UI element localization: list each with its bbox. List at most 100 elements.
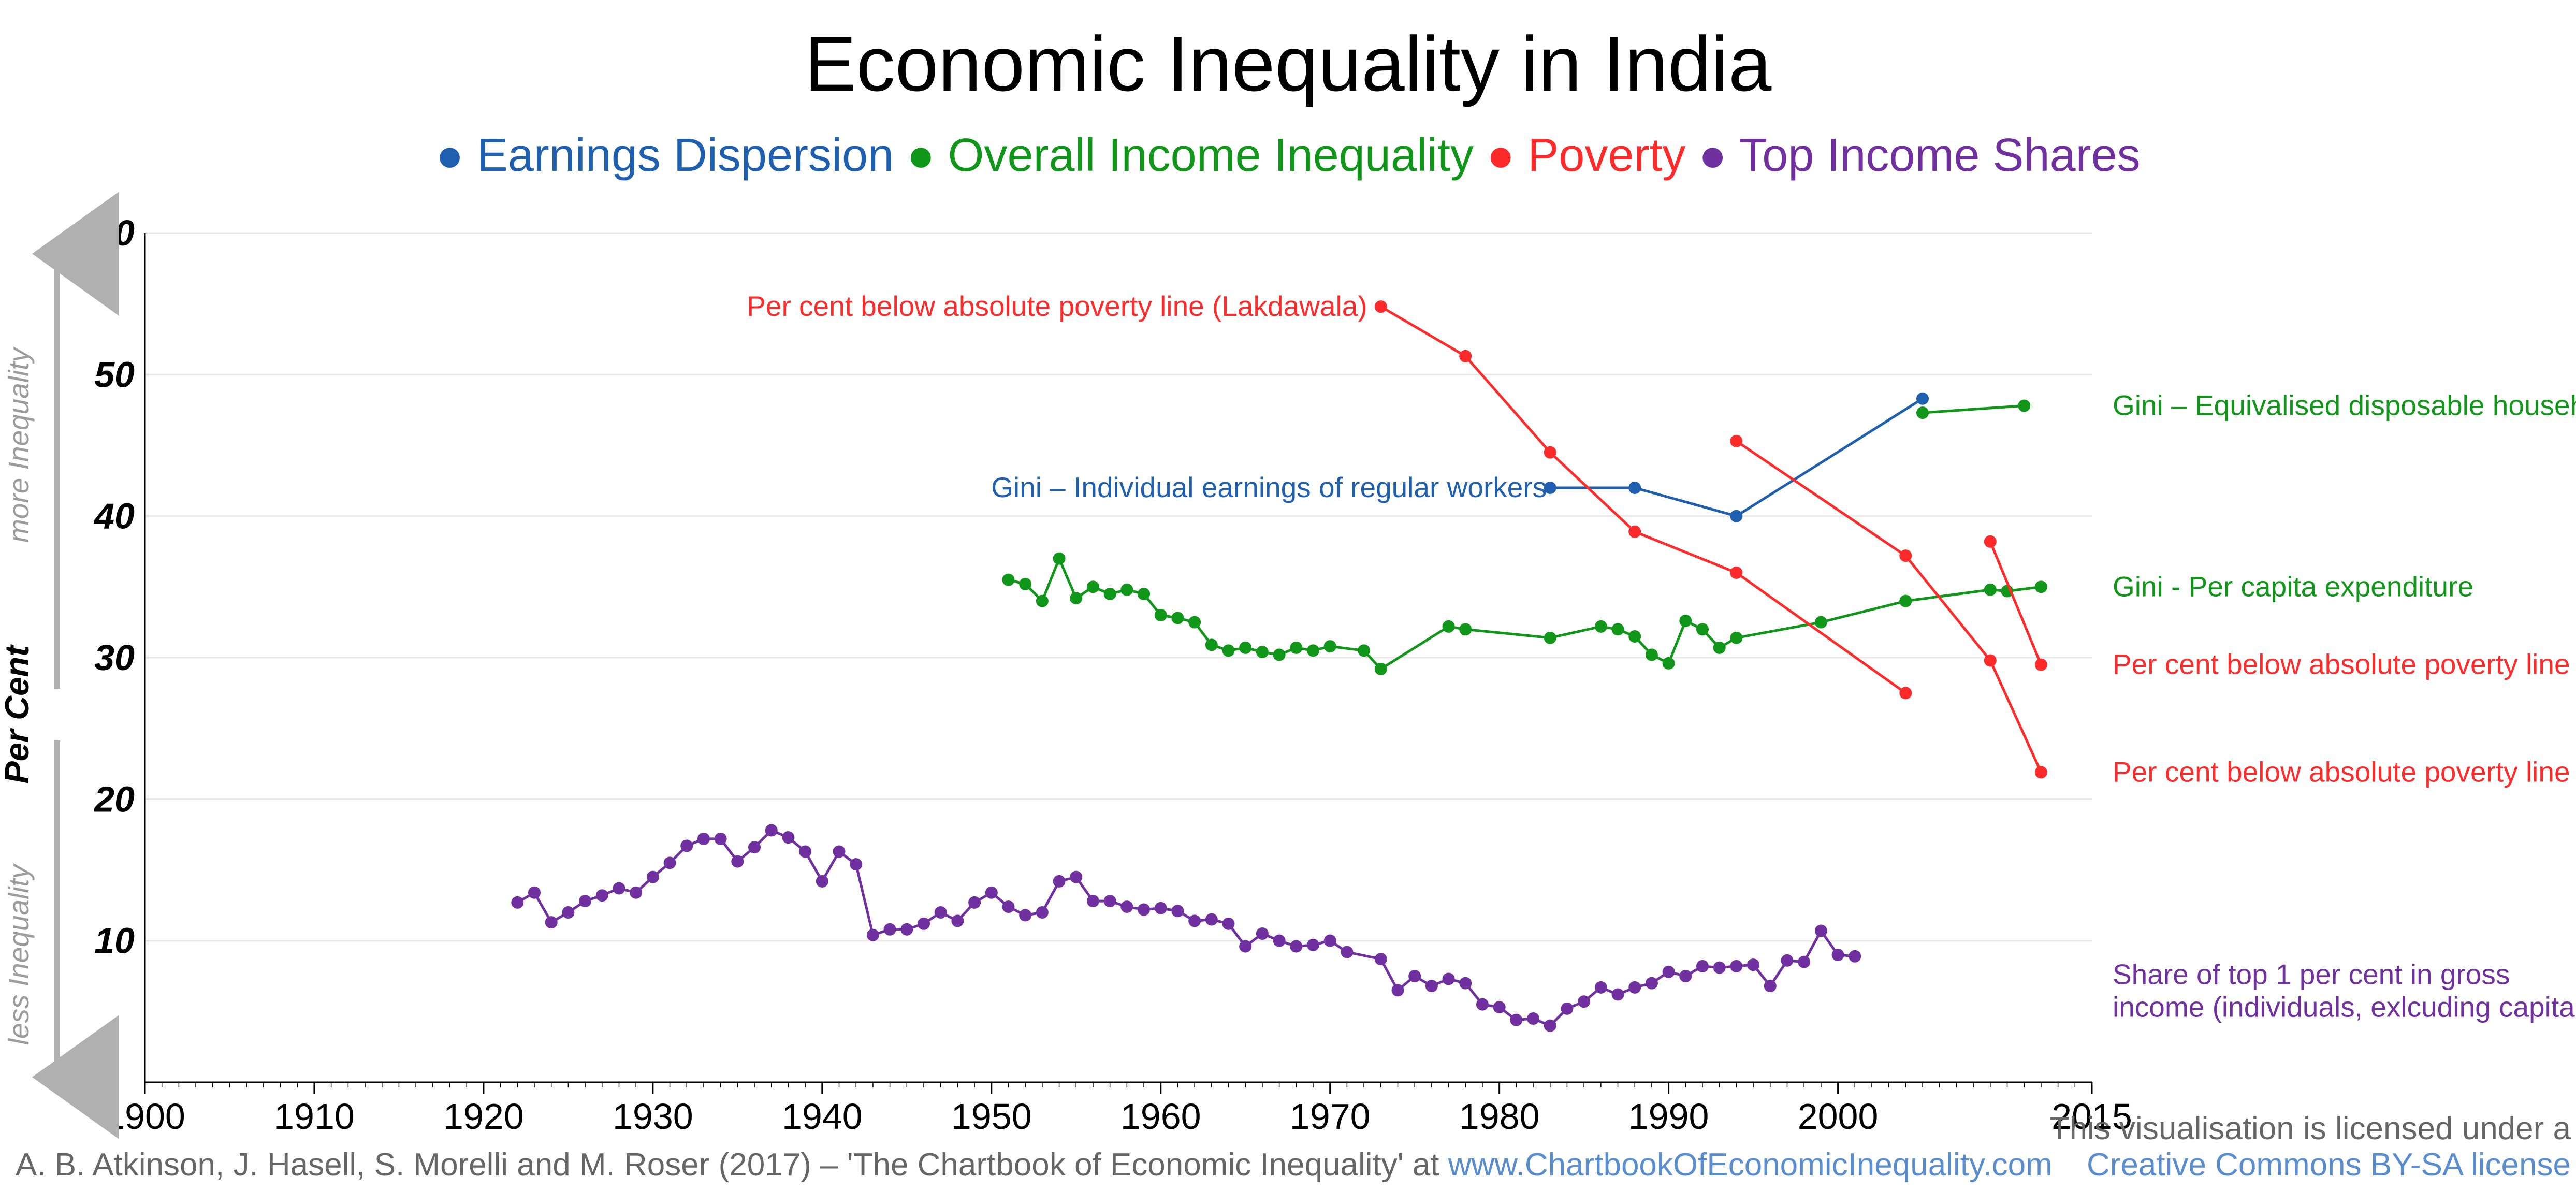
series-label-gini_individual_earnings: Gini – Individual earnings of regular wo… [991, 471, 1547, 503]
series-marker-gini_per_capita_exp [1358, 644, 1370, 657]
series-marker-gini_per_capita_exp [1443, 620, 1455, 633]
x-tick-label: 1960 [1120, 1096, 1201, 1137]
series-marker-gini_per_capita_exp [1070, 592, 1082, 604]
series-marker-top1_share [647, 871, 659, 883]
x-tick-label: 1930 [613, 1096, 693, 1137]
series-marker-gini_per_capita_exp [1595, 620, 1607, 633]
y-annot-less: less Inequality [3, 863, 35, 1045]
series-marker-poverty_tendulkar [2035, 766, 2047, 778]
series-marker-top1_share [951, 914, 964, 927]
series-marker-poverty_tendulkar [1730, 435, 1742, 447]
series-marker-gini_per_capita_exp [1375, 663, 1387, 675]
x-tick-label: 2000 [1798, 1096, 1879, 1137]
series-marker-top1_share [1527, 1012, 1539, 1025]
legend-bullet: ● [435, 129, 476, 181]
series-marker-top1_share [1476, 998, 1489, 1011]
series-marker-top1_share [1120, 900, 1133, 913]
series-marker-top1_share [613, 882, 625, 895]
series-marker-top1_share [1239, 940, 1251, 953]
series-marker-top1_share [1832, 949, 1844, 961]
series-marker-top1_share [1391, 984, 1404, 996]
series-marker-top1_share [697, 833, 710, 845]
series-marker-top1_share [1663, 966, 1675, 978]
series-marker-gini_per_capita_exp [1612, 623, 1624, 635]
series-marker-gini_per_capita_exp [1730, 632, 1742, 644]
series-marker-top1_share [968, 896, 981, 909]
series-marker-top1_share [680, 840, 693, 852]
series-marker-top1_share [884, 923, 896, 936]
series-marker-top1_share [1171, 905, 1184, 917]
credit-link[interactable]: www.ChartbookOfEconomicInequality.com [1448, 1147, 2053, 1183]
series-marker-poverty_tendulkar [1899, 549, 1912, 562]
series-marker-top1_share [1815, 925, 1827, 937]
legend-label: Top Income Shares [1739, 129, 2140, 181]
series-marker-top1_share [765, 824, 778, 836]
x-tick-label: 1950 [951, 1096, 1032, 1137]
series-marker-poverty_lakdawala [1544, 446, 1556, 459]
series-marker-gini_per_capita_exp [1679, 615, 1692, 627]
series-marker-poverty_lakdawala [1730, 567, 1742, 579]
series-marker-top1_share [1256, 927, 1269, 940]
credit-right-top: This visualisation is licensed under a [2050, 1111, 2571, 1146]
series-marker-poverty_lakdawala [1459, 350, 1472, 362]
series-marker-gini_per_capita_exp [1155, 609, 1167, 621]
y-axis-title: Per Cent [0, 644, 36, 784]
series-marker-poverty_lakdawala [1375, 300, 1387, 313]
series-marker-top1_share [1087, 895, 1099, 907]
series-marker-gini_per_capita_exp [1104, 588, 1116, 600]
series-marker-gini_per_capita_exp [1171, 612, 1184, 624]
series-marker-top1_share [562, 906, 574, 919]
y-tick-label: 20 [93, 779, 135, 819]
legend-bullet: ● [1699, 129, 1739, 181]
series-marker-top1_share [1459, 977, 1472, 990]
series-marker-gini_per_capita_exp [1815, 616, 1827, 629]
series-marker-gini_per_capita_exp [1087, 580, 1099, 593]
series-marker-gini_per_capita_exp [1307, 644, 1319, 657]
legend: ● Earnings Dispersion ● Overall Income I… [435, 129, 2140, 181]
series-marker-poverty_rangarajan [1984, 535, 1997, 548]
series-marker-top1_share [511, 896, 523, 909]
series-label-top1_share: Share of top 1 per cent in grossincome (… [2113, 958, 2576, 1023]
legend-label: Poverty [1527, 129, 1685, 181]
series-marker-gini_per_capita_exp [1628, 630, 1641, 643]
series-marker-gini_per_capita_exp [1544, 632, 1556, 644]
legend-label: Earnings Dispersion [477, 129, 894, 181]
series-marker-top1_share [1510, 1014, 1522, 1026]
series-marker-top1_share [1443, 972, 1455, 985]
series-marker-top1_share [1578, 995, 1590, 1008]
x-tick-label: 1900 [105, 1096, 185, 1137]
series-marker-top1_share [799, 845, 811, 858]
series-marker-top1_share [1764, 980, 1777, 992]
series-marker-gini_per_capita_exp [1205, 638, 1218, 651]
series-marker-top1_share [1273, 935, 1286, 947]
series-marker-gini_per_capita_exp [1663, 657, 1675, 670]
credit-left: A. B. Atkinson, J. Hasell, S. Morelli an… [16, 1147, 2053, 1183]
series-label-poverty_rangarajan: Per cent below absolute poverty line (Ra… [2113, 648, 2576, 680]
series-marker-top1_share [1375, 953, 1387, 965]
series-marker-gini_per_capita_exp [1002, 574, 1014, 586]
series-marker-top1_share [1646, 977, 1658, 990]
series-marker-top1_share [1713, 962, 1726, 974]
series-marker-gini_per_capita_exp [1138, 588, 1150, 600]
series-marker-top1_share [748, 841, 761, 853]
series-marker-poverty_rangarajan [2035, 659, 2047, 671]
series-marker-gini_per_capita_exp [1239, 642, 1251, 654]
series-marker-top1_share [1155, 902, 1167, 914]
series-marker-gini_per_capita_exp [1273, 649, 1286, 661]
series-marker-top1_share [1628, 981, 1641, 994]
series-marker-top1_share [664, 856, 676, 869]
series-marker-gini_per_capita_exp [1019, 578, 1031, 590]
x-tick-label: 1990 [1628, 1096, 1709, 1137]
series-marker-top1_share [1798, 956, 1810, 968]
series-marker-gini_individual_earnings [1730, 510, 1742, 522]
series-marker-top1_share [1595, 981, 1607, 994]
series-marker-gini_per_capita_exp [2035, 580, 2047, 593]
series-label-gini_equiv_household: Gini – Equivalised disposable household … [2113, 389, 2576, 421]
series-label-poverty_lakdawala: Per cent below absolute poverty line (La… [747, 290, 1367, 322]
series-marker-top1_share [715, 833, 727, 845]
series-marker-top1_share [867, 929, 879, 941]
series-marker-top1_share [900, 923, 913, 936]
y-tick-label: 10 [94, 921, 135, 961]
credit-right-bottom[interactable]: Creative Commons BY-SA license [2087, 1147, 2571, 1183]
series-marker-top1_share [1104, 895, 1116, 907]
